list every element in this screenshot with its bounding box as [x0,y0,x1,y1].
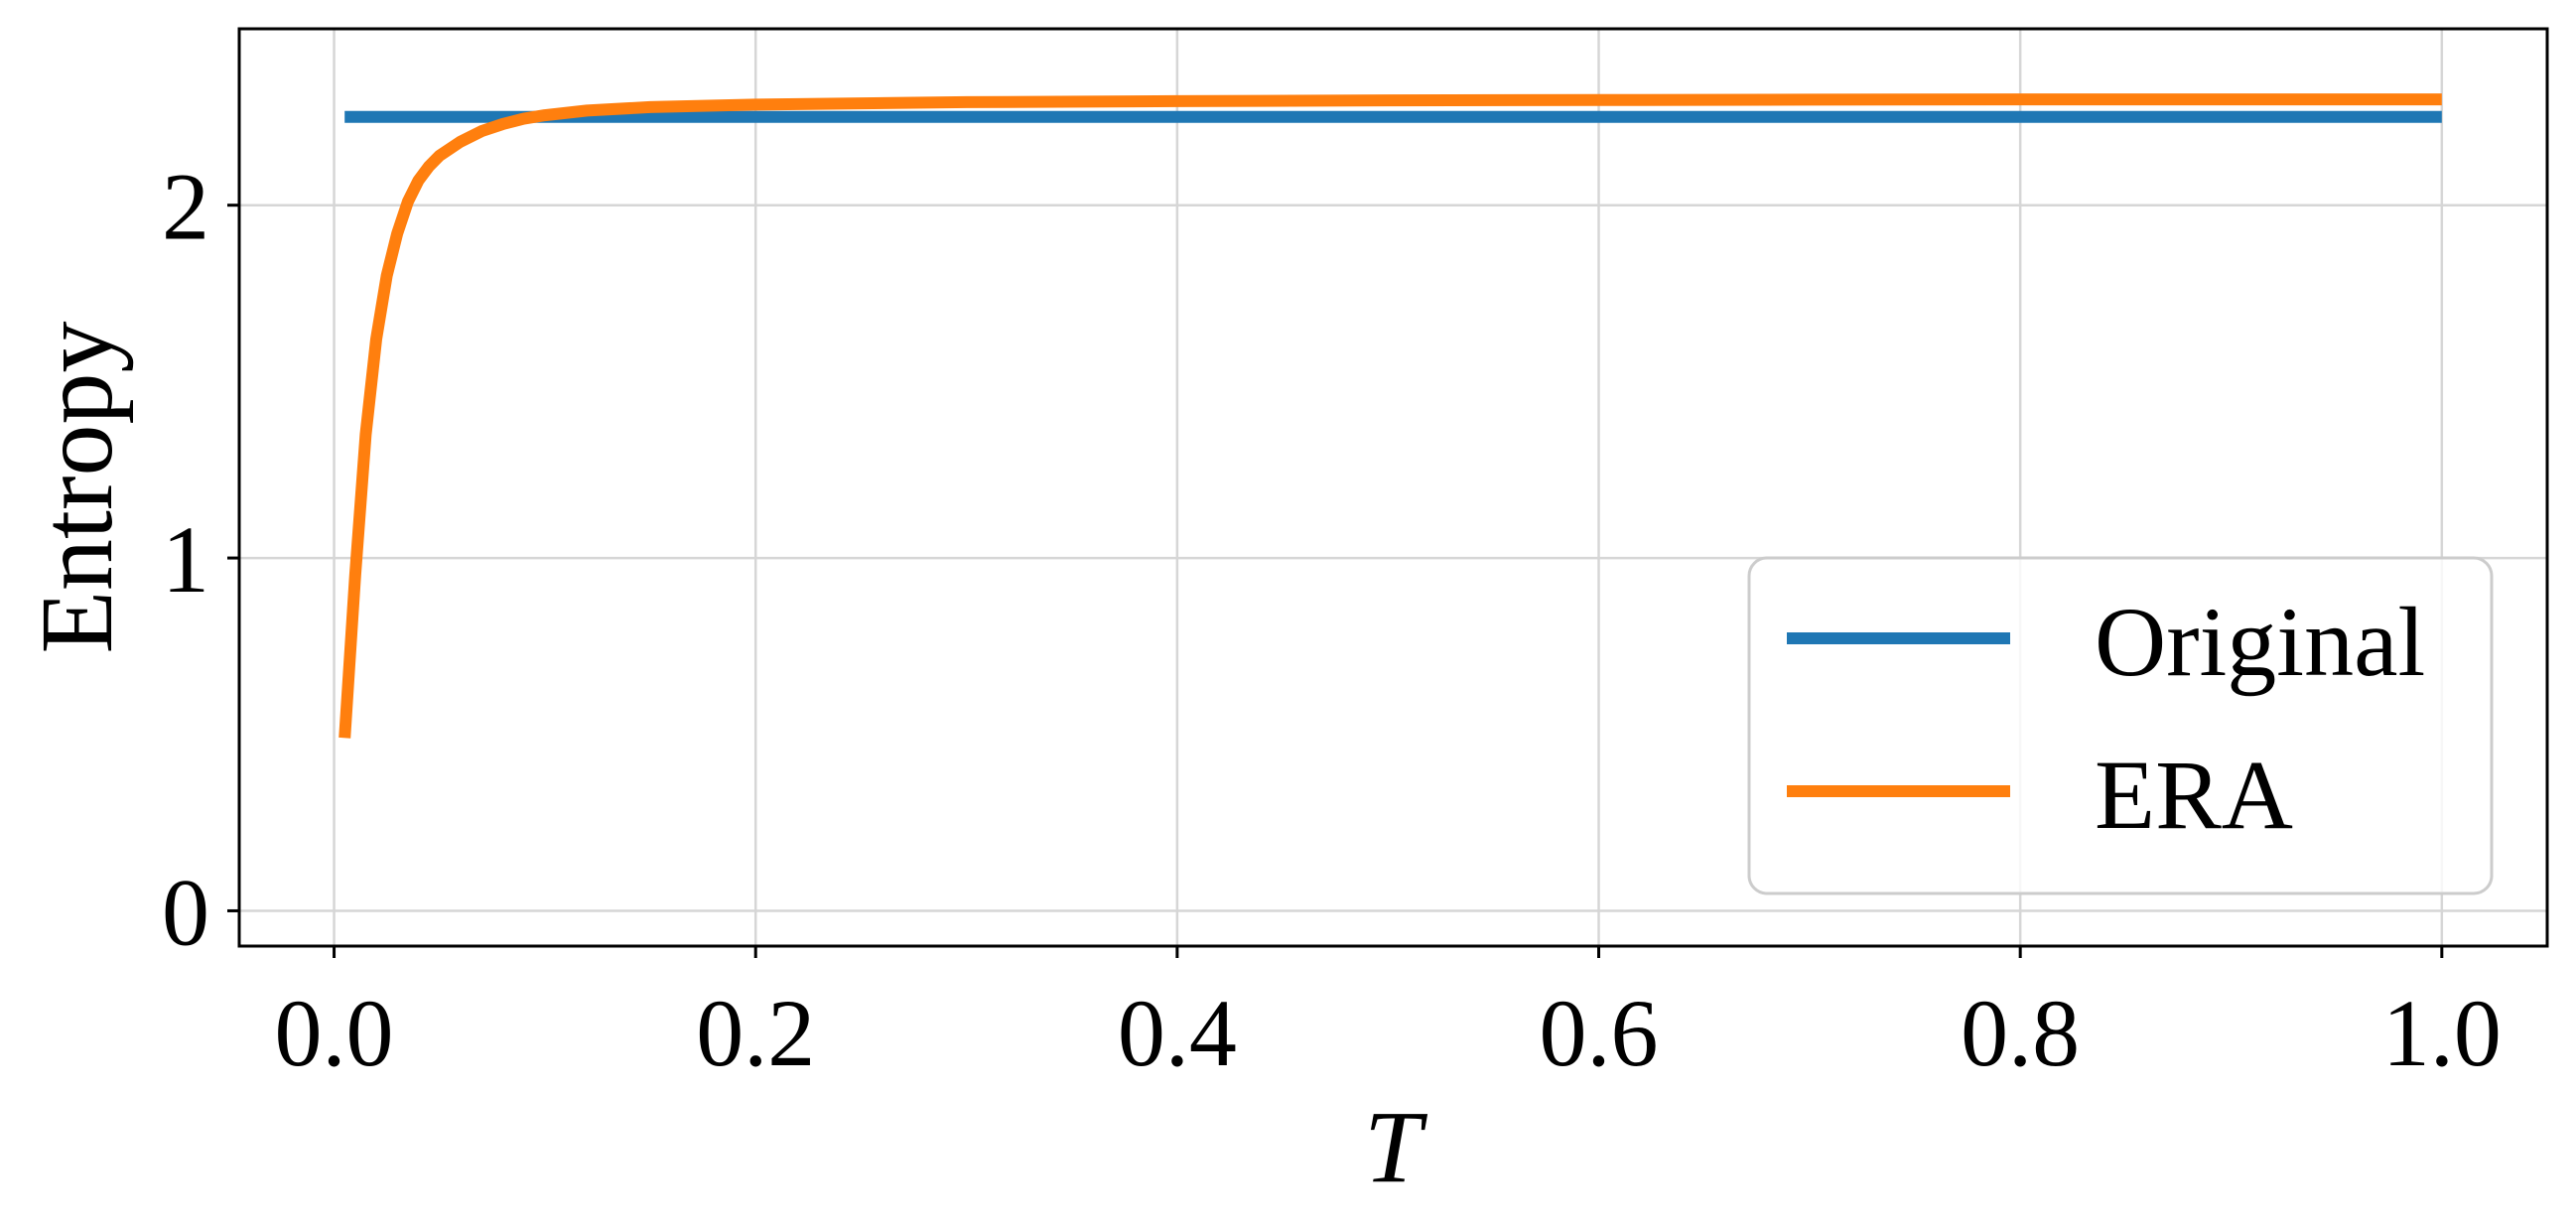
legend-label-original: Original [2095,587,2425,697]
x-tick-label: 0.8 [1961,980,2080,1086]
legend: Original ERA [1747,556,2494,895]
x-tick-label: 1.0 [2382,980,2502,1086]
axis-ticks: 0.0 0.2 0.4 0.6 0.8 1.0 0 1 2 [162,154,2502,1086]
y-tick-label: 1 [162,506,209,613]
plot-series [339,93,2442,739]
y-axis-label: Entropy [20,321,134,653]
plot-frame [237,27,2549,948]
y-tick-label: 2 [162,154,209,260]
x-tick-label: 0.2 [696,980,815,1086]
x-tick-label: 0.6 [1540,980,1659,1086]
series-line-era [339,93,2442,739]
x-axis-label: T [1364,1090,1427,1204]
x-tick-label: 0.4 [1118,980,1237,1086]
legend-label-era: ERA [2095,740,2293,850]
x-tick-label: 0.0 [275,980,394,1086]
y-tick-label: 0 [162,859,209,965]
grid [239,29,2547,946]
